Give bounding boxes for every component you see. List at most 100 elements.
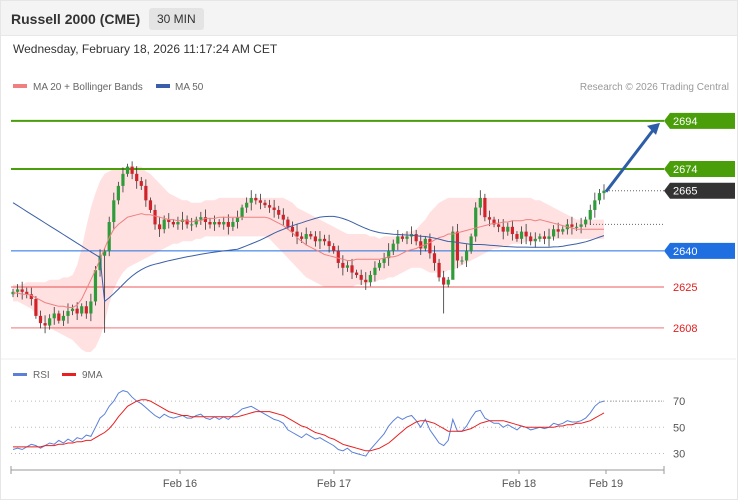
candle-body	[130, 166, 134, 174]
candle-body	[533, 238, 537, 242]
candle-body	[556, 229, 560, 232]
candle-body	[524, 231, 528, 237]
candle-body	[309, 234, 313, 237]
candle-body	[290, 226, 295, 232]
candle-body	[368, 274, 372, 283]
x-tick-label: Feb 18	[502, 478, 536, 490]
rsi-ma-legend-swatch	[62, 373, 76, 376]
candle-body	[400, 236, 405, 239]
candle-body	[158, 224, 162, 230]
candle-body	[373, 267, 377, 275]
x-tick-label: Feb 17	[317, 478, 351, 490]
candle-body	[364, 279, 368, 283]
candle-body	[15, 289, 20, 292]
candle-body	[48, 318, 52, 326]
level-tag-2674	[664, 161, 735, 178]
candle-body	[208, 222, 212, 225]
candle-body	[263, 202, 267, 206]
candle-body	[144, 185, 148, 201]
candle-body	[515, 234, 519, 239]
candle-body	[602, 190, 606, 194]
candle-body	[34, 299, 38, 316]
candle-body	[25, 291, 29, 295]
candle-body	[570, 224, 574, 227]
candle-body	[497, 224, 501, 227]
candle-body	[487, 217, 492, 220]
candle-body	[561, 229, 565, 232]
candle-body	[322, 238, 327, 242]
candle-body	[167, 219, 171, 222]
candle-body	[148, 200, 153, 210]
candle-body	[396, 236, 400, 244]
candle-body	[304, 234, 308, 239]
candle-body	[254, 197, 258, 201]
ma20-line	[13, 213, 604, 308]
timeframe-button[interactable]: 30 MIN	[149, 8, 204, 30]
level-tag-2694	[664, 112, 735, 129]
candle-body	[387, 250, 391, 259]
forecast-arrow-head	[647, 122, 660, 135]
candle-body	[423, 238, 427, 249]
candle-body	[492, 219, 496, 225]
candle-body	[258, 200, 262, 203]
candle-body	[107, 222, 111, 251]
candle-body	[464, 250, 469, 261]
candle-body	[38, 315, 43, 324]
candle-body	[579, 224, 583, 227]
rsi-legend-label: RSI	[33, 370, 50, 381]
current-price-tag	[664, 182, 735, 199]
candle-body	[125, 166, 130, 174]
candle-body	[391, 243, 395, 251]
candle-body	[336, 250, 340, 263]
candle-body	[574, 226, 579, 228]
level-label-2625: 2625	[673, 282, 697, 294]
candle-body	[455, 231, 459, 261]
candle-body	[139, 181, 143, 186]
candle-body	[235, 217, 240, 222]
candle-body	[460, 260, 464, 262]
candle-body	[66, 311, 70, 316]
candle-body	[272, 207, 276, 210]
candle-body	[57, 313, 61, 321]
rsi-line	[12, 390, 605, 457]
candle-body	[203, 217, 208, 222]
rsi-tick-50: 50	[673, 422, 685, 434]
x-tick-label: Feb 19	[589, 478, 623, 490]
title-bar: Russell 2000 (CME) 30 MIN	[1, 1, 737, 36]
candle-body	[474, 207, 478, 237]
candle-body	[89, 301, 93, 314]
candle-body	[538, 236, 542, 239]
candle-body	[295, 231, 299, 237]
rsi-legend-swatch	[13, 373, 27, 376]
candle-body	[345, 265, 350, 268]
candle-body	[451, 231, 455, 280]
candle-body	[519, 231, 524, 239]
candle-body	[135, 173, 139, 182]
candle-body	[469, 236, 473, 251]
candle-body	[245, 202, 249, 208]
candle-body	[281, 214, 285, 220]
level-label-2674: 2674	[673, 164, 697, 176]
candle-body	[300, 236, 304, 239]
candle-body	[194, 219, 198, 225]
ma20-legend-label: MA 20 + Bollinger Bands	[33, 82, 143, 93]
candle-body	[93, 270, 98, 302]
candle-body	[506, 226, 510, 232]
candle-body	[341, 262, 345, 268]
level-label-2694: 2694	[673, 116, 697, 128]
instrument-title: Russell 2000 (CME)	[11, 11, 141, 27]
candle-body	[419, 241, 423, 249]
level-label-2608: 2608	[673, 323, 697, 335]
candle-body	[405, 236, 409, 239]
candle-body	[588, 209, 592, 220]
candle-body	[190, 224, 194, 226]
candle-body	[446, 279, 450, 285]
candle-body	[377, 262, 382, 268]
candle-body	[121, 173, 125, 186]
candle-body	[414, 234, 418, 242]
candle-body	[510, 226, 514, 235]
credit-text: Research © 2026 Trading Central	[580, 82, 729, 93]
candle-body	[437, 262, 441, 278]
candle-body	[84, 306, 88, 314]
candle-body	[359, 274, 363, 280]
